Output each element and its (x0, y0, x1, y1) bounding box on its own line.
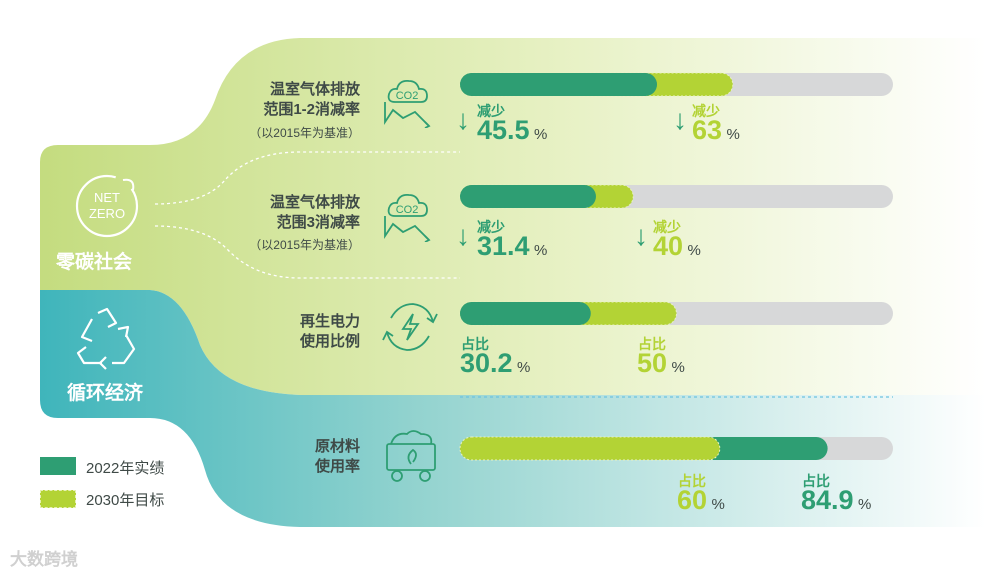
row2-target-label: 减少 (653, 219, 681, 235)
legend-label-actual: 2022年实绩 (86, 460, 165, 477)
row1-actual-value: 45.5 % (477, 115, 548, 145)
svg-text:CO2: CO2 (396, 90, 419, 102)
bar-actual (460, 73, 658, 96)
row3-actual-label: 占比 (461, 336, 489, 352)
renewable-power-icon (382, 303, 438, 351)
zero-carbon-label: 零碳社会 (56, 252, 133, 273)
row2-title: 温室气体排放 范围3消减率 (269, 194, 360, 231)
co2-icon: CO2 (384, 194, 431, 242)
down-arrow-icon: ↓ (634, 220, 648, 251)
recycle-cart-icon (386, 430, 436, 482)
row4-actual-value: 84.9 % (801, 485, 872, 515)
row2-actual-label: 减少 (477, 219, 505, 235)
circular-economy-panel (40, 290, 986, 527)
row2-actual-value: 31.4 % (477, 231, 548, 261)
legend-swatch-target (40, 490, 76, 508)
row3-target-value: 50 % (637, 348, 685, 378)
recycle-icon (76, 307, 136, 370)
row1-actual-label: 减少 (477, 103, 505, 119)
connector-line (154, 151, 460, 205)
row4-target-value: 60 % (677, 485, 725, 515)
bar-target (459, 436, 721, 461)
row4-target-label: 占比 (678, 473, 706, 489)
net-zero-icon: NET ZERO (75, 174, 139, 238)
co2-icon: CO2 (384, 80, 431, 128)
legend-label-target: 2030年目标 (86, 492, 165, 509)
row1-title: 温室气体排放 范围1-2消减率 (263, 81, 360, 118)
svg-text:CO2: CO2 (396, 204, 419, 216)
svg-text:ZERO: ZERO (89, 206, 125, 221)
row3-actual-value: 30.2 % (460, 348, 531, 378)
row1-target-label: 减少 (692, 103, 720, 119)
down-arrow-icon: ↓ (673, 104, 687, 135)
down-arrow-icon: ↓ (456, 220, 470, 251)
row4-title: 原材料 使用率 (314, 438, 360, 475)
row3-title: 再生电力 使用比例 (299, 313, 360, 350)
row1-target-value: 63 % (692, 115, 740, 145)
row2-target-value: 40 % (653, 231, 701, 261)
circular-economy-label: 循环经济 (67, 383, 144, 404)
bar-actual (460, 302, 591, 325)
bar-actual (460, 185, 596, 208)
row4-actual-label: 占比 (802, 473, 830, 489)
row2-subtitle: （以2015年为基准） (249, 238, 360, 252)
legend-swatch-actual (40, 457, 76, 475)
svg-text:NET: NET (94, 190, 120, 205)
connector-line (154, 225, 460, 279)
row1-subtitle: （以2015年为基准） (249, 126, 360, 140)
row3-target-label: 占比 (638, 336, 666, 352)
watermark: 大数跨境 (10, 550, 78, 569)
down-arrow-icon: ↓ (456, 104, 470, 135)
